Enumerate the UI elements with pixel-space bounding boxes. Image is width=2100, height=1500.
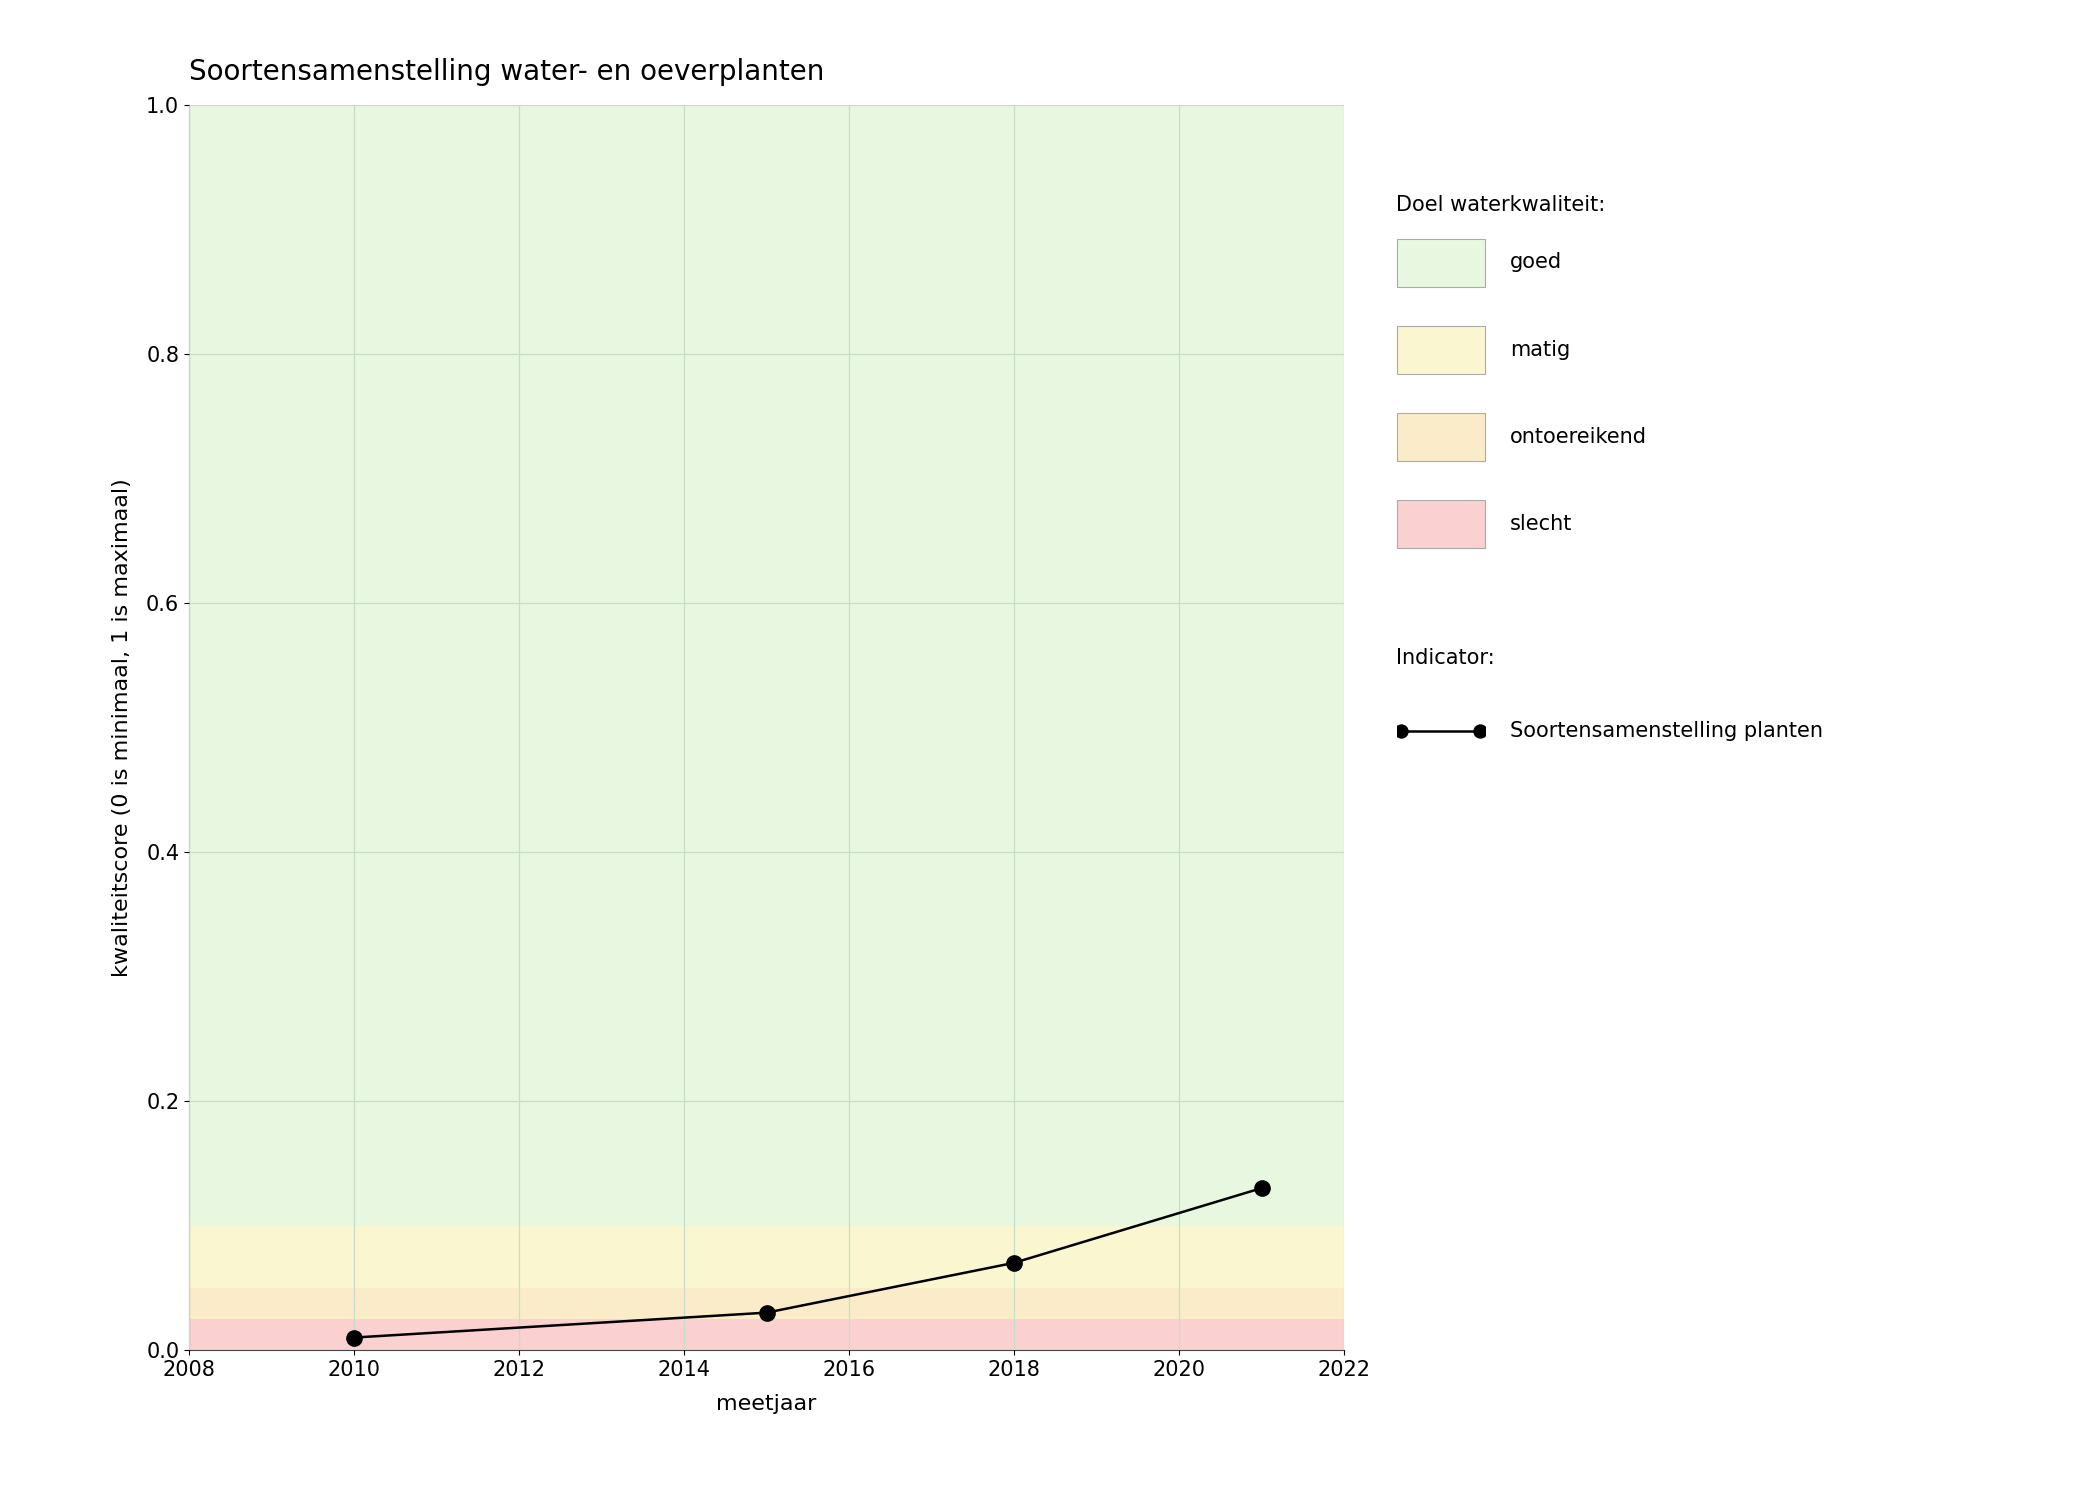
Text: Doel waterkwaliteit:: Doel waterkwaliteit:: [1396, 195, 1606, 214]
Y-axis label: kwaliteitscore (0 is minimaal, 1 is maximaal): kwaliteitscore (0 is minimaal, 1 is maxi…: [111, 478, 132, 976]
X-axis label: meetjaar: meetjaar: [716, 1394, 817, 1413]
Text: Indicator:: Indicator:: [1396, 648, 1495, 668]
Text: slecht: slecht: [1510, 513, 1573, 534]
Bar: [189, 105, 1344, 1225]
Bar: [189, 1287, 1344, 1318]
Text: ontoereikend: ontoereikend: [1510, 426, 1646, 447]
Text: Soortensamenstelling water- en oeverplanten: Soortensamenstelling water- en oeverplan…: [189, 58, 825, 86]
Bar: [189, 1226, 1344, 1287]
Text: matig: matig: [1510, 339, 1571, 360]
Text: goed: goed: [1510, 252, 1562, 273]
Text: Soortensamenstelling planten: Soortensamenstelling planten: [1510, 720, 1823, 741]
Bar: [189, 1318, 1344, 1350]
